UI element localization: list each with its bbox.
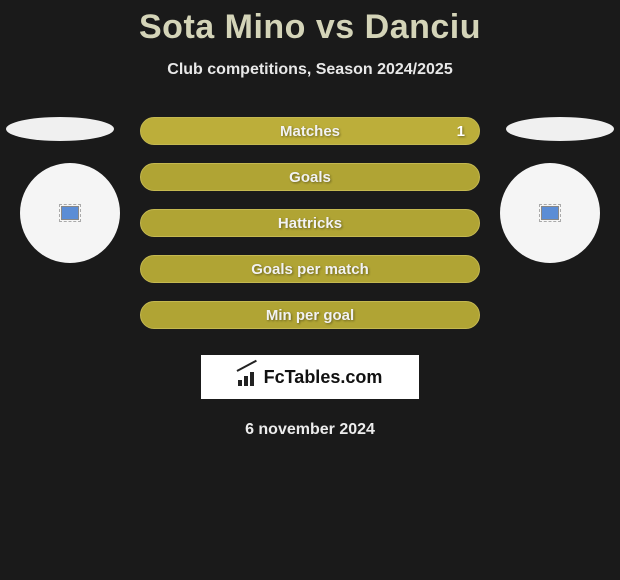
stat-label: Goals per match: [251, 261, 369, 278]
chart-icon: [238, 368, 258, 386]
stat-value-right: 1: [457, 123, 465, 140]
stat-label: Hattricks: [278, 215, 342, 232]
avatar-placeholder-icon: [541, 206, 559, 220]
stat-row-goals: Goals: [140, 163, 480, 191]
player-right-shadow: [506, 117, 614, 141]
stat-label: Min per goal: [266, 307, 354, 324]
player-left-shadow: [6, 117, 114, 141]
stat-row-min-per-goal: Min per goal: [140, 301, 480, 329]
subtitle: Club competitions, Season 2024/2025: [0, 61, 620, 79]
source-logo: FcTables.com: [201, 355, 419, 399]
avatar-placeholder-icon: [61, 206, 79, 220]
player-right-avatar: [500, 163, 600, 263]
stat-row-goals-per-match: Goals per match: [140, 255, 480, 283]
page-title: Sota Mino vs Danciu: [0, 0, 620, 47]
player-left-avatar: [20, 163, 120, 263]
stat-row-matches: Matches 1: [140, 117, 480, 145]
stat-row-hattricks: Hattricks: [140, 209, 480, 237]
stats-list: Matches 1 Goals Hattricks Goals per matc…: [140, 117, 480, 329]
logo-text: FcTables.com: [264, 367, 383, 388]
stat-label: Goals: [289, 169, 331, 186]
stat-label: Matches: [280, 123, 340, 140]
comparison-container: Matches 1 Goals Hattricks Goals per matc…: [0, 117, 620, 439]
date-text: 6 november 2024: [0, 421, 620, 439]
